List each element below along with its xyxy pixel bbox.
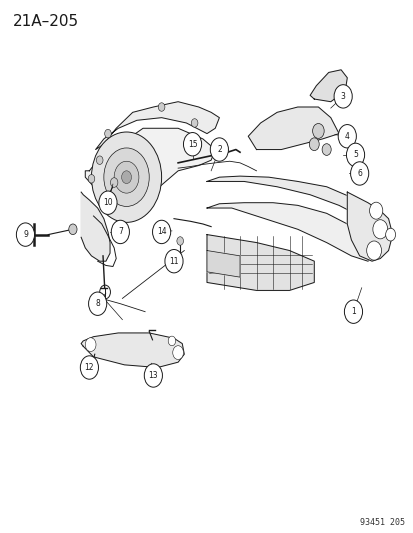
Polygon shape [206,235,313,290]
Circle shape [69,224,77,235]
Text: 93451 205: 93451 205 [359,518,404,527]
Circle shape [96,156,103,165]
Circle shape [350,162,368,185]
Circle shape [144,364,162,387]
Text: 3: 3 [340,92,345,101]
Text: 1: 1 [350,307,355,316]
Text: 6: 6 [356,169,361,178]
Polygon shape [95,102,219,150]
Circle shape [172,346,183,360]
Text: 9: 9 [23,230,28,239]
Circle shape [85,338,96,352]
Polygon shape [81,192,110,261]
Circle shape [385,228,394,241]
Circle shape [183,133,201,156]
Text: 5: 5 [352,150,357,159]
Polygon shape [248,107,338,150]
Polygon shape [347,192,392,261]
Text: 13: 13 [148,371,158,380]
Text: 8: 8 [95,299,100,308]
Circle shape [104,130,111,138]
Circle shape [164,249,183,273]
Circle shape [344,300,362,324]
Text: 7: 7 [118,228,123,237]
Circle shape [99,191,117,214]
Circle shape [309,138,318,151]
Circle shape [168,336,175,346]
Text: 12: 12 [84,363,94,372]
Polygon shape [206,176,371,219]
Circle shape [121,171,131,183]
Circle shape [88,174,95,183]
Circle shape [176,237,183,245]
Circle shape [152,220,170,244]
Text: 21A–205: 21A–205 [13,14,79,29]
Circle shape [337,125,356,148]
Circle shape [191,119,197,127]
Text: 10: 10 [103,198,112,207]
Circle shape [158,103,164,111]
Circle shape [111,220,129,244]
Circle shape [17,223,34,246]
Polygon shape [206,251,240,277]
Text: 15: 15 [187,140,197,149]
Circle shape [372,220,387,239]
Circle shape [369,202,382,219]
Circle shape [91,132,161,222]
Circle shape [346,143,364,166]
Circle shape [210,138,228,161]
Text: 11: 11 [169,257,178,265]
Circle shape [88,292,107,316]
Polygon shape [81,333,184,368]
Circle shape [321,144,330,156]
Polygon shape [309,70,347,102]
Circle shape [80,356,98,379]
Circle shape [366,241,381,260]
Circle shape [333,85,351,108]
Text: 2: 2 [216,145,221,154]
Circle shape [110,177,118,187]
Circle shape [114,161,139,193]
Polygon shape [206,203,375,261]
Text: 4: 4 [344,132,349,141]
Circle shape [104,148,149,206]
Polygon shape [85,128,215,205]
Circle shape [312,124,323,139]
Text: 14: 14 [157,228,166,237]
